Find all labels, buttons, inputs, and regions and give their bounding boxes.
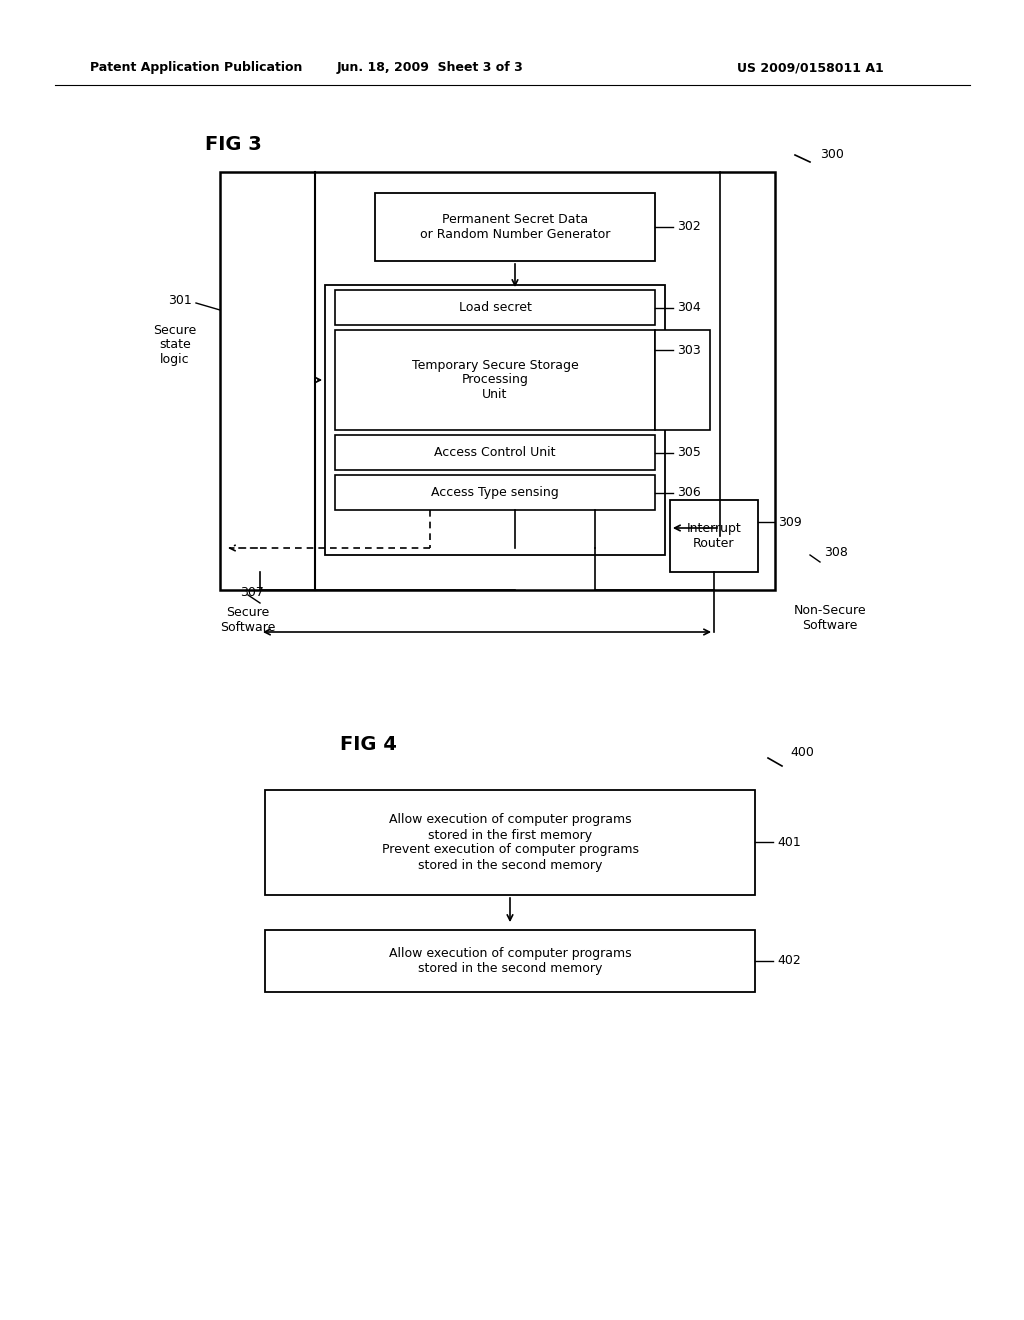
Text: Allow execution of computer programs
stored in the second memory: Allow execution of computer programs sto… xyxy=(389,946,632,975)
Text: 308: 308 xyxy=(824,545,848,558)
Text: 307: 307 xyxy=(240,586,264,598)
Bar xyxy=(335,330,655,430)
Bar xyxy=(335,436,655,470)
Text: Access Control Unit: Access Control Unit xyxy=(434,446,556,459)
Text: Permanent Secret Data
or Random Number Generator: Permanent Secret Data or Random Number G… xyxy=(420,213,610,242)
Bar xyxy=(375,193,655,261)
Text: 402: 402 xyxy=(777,954,801,968)
Text: Secure
Software: Secure Software xyxy=(220,606,275,634)
Text: FIG 3: FIG 3 xyxy=(205,136,262,154)
Text: 305: 305 xyxy=(677,446,700,459)
Bar xyxy=(335,290,655,325)
Bar xyxy=(335,475,655,510)
Text: 301: 301 xyxy=(168,293,191,306)
Text: Access Type sensing: Access Type sensing xyxy=(431,486,559,499)
Text: 304: 304 xyxy=(677,301,700,314)
Text: 309: 309 xyxy=(778,516,802,528)
Text: 300: 300 xyxy=(820,149,844,161)
Text: 302: 302 xyxy=(677,220,700,234)
Bar xyxy=(220,172,775,590)
Text: US 2009/0158011 A1: US 2009/0158011 A1 xyxy=(736,62,884,74)
Text: 400: 400 xyxy=(790,746,814,759)
Text: 303: 303 xyxy=(677,343,700,356)
Text: Jun. 18, 2009  Sheet 3 of 3: Jun. 18, 2009 Sheet 3 of 3 xyxy=(337,62,523,74)
Bar xyxy=(325,285,665,554)
Text: Non-Secure
Software: Non-Secure Software xyxy=(794,605,866,632)
Text: 306: 306 xyxy=(677,486,700,499)
Text: Patent Application Publication: Patent Application Publication xyxy=(90,62,302,74)
Bar xyxy=(265,789,755,895)
Text: FIG 4: FIG 4 xyxy=(340,735,397,755)
Bar xyxy=(655,330,710,430)
Text: Secure
state
logic: Secure state logic xyxy=(154,323,197,367)
Text: Load secret: Load secret xyxy=(459,301,531,314)
Text: Temporary Secure Storage
Processing
Unit: Temporary Secure Storage Processing Unit xyxy=(412,359,579,401)
Text: 401: 401 xyxy=(777,836,801,849)
Bar xyxy=(670,500,758,572)
Text: Allow execution of computer programs
stored in the first memory
Prevent executio: Allow execution of computer programs sto… xyxy=(382,813,639,871)
Text: Interrupt
Router: Interrupt Router xyxy=(687,521,741,550)
Bar xyxy=(265,931,755,993)
